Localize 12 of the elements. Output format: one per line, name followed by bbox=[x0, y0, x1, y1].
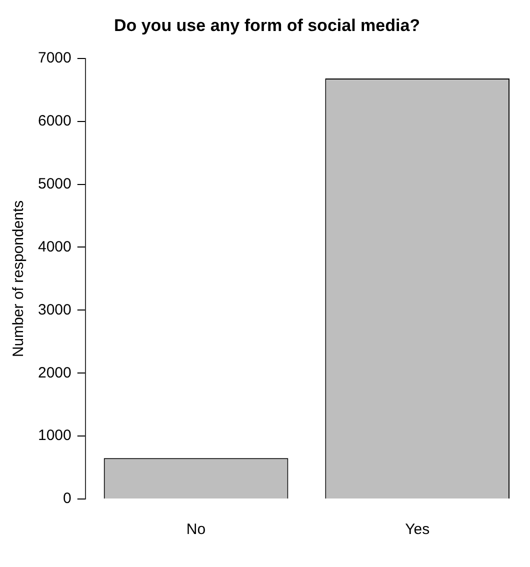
y-tick-label: 0 bbox=[63, 490, 72, 508]
x-tick-label: No bbox=[186, 521, 206, 538]
y-tick-label: 6000 bbox=[38, 112, 72, 130]
y-tick-label: 3000 bbox=[38, 301, 72, 318]
chart-title: Do you use any form of social media? bbox=[114, 16, 420, 35]
x-tick-label: Yes bbox=[405, 521, 430, 538]
y-tick-label: 1000 bbox=[38, 427, 72, 444]
y-tick-label: 7000 bbox=[38, 50, 72, 67]
y-axis-title: Number of respondents bbox=[10, 200, 28, 358]
y-tick-label: 2000 bbox=[38, 364, 72, 382]
y-tick-label: 4000 bbox=[38, 238, 72, 256]
y-tick-label: 5000 bbox=[38, 175, 72, 192]
